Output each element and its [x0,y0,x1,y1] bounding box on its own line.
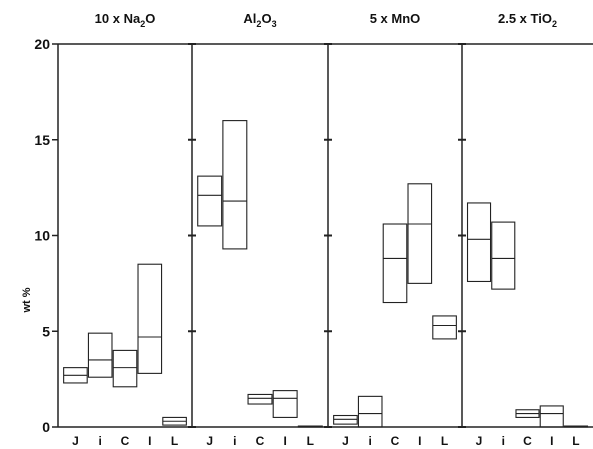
plot-area: 0 5 10 15 20 10 x Na2O J i C I L Al2O3 J i C I L 5 x MnO J… [34,11,593,448]
category-label: I [148,434,151,448]
y-tick-label: 15 [34,132,50,148]
panel-title: 5 x MnO [370,11,421,26]
category-label: L [441,434,448,448]
category-label: i [502,434,505,448]
category-label: i [233,434,236,448]
box-i [222,120,248,250]
panel-title: Al2O3 [243,11,276,29]
category-label: I [283,434,286,448]
box-I [272,390,298,418]
category-label: L [307,434,314,448]
category-label: C [391,434,400,448]
box-J [197,175,223,227]
box-I [137,263,163,374]
category-label: J [342,434,349,448]
box-C [382,223,408,304]
y-tick-label: 5 [42,323,50,339]
box-i [491,221,516,290]
box-I [539,405,564,428]
category-label: J [476,434,483,448]
category-label: C [523,434,532,448]
box-C [247,393,273,405]
box-C [112,349,138,388]
box-i [357,395,383,428]
category-label: L [572,434,579,448]
box-i [87,332,113,378]
y-tick-label: 10 [34,228,50,244]
category-label: I [418,434,421,448]
box-I [407,183,433,284]
category-label: i [99,434,102,448]
panel-title: 2.5 x TiO2 [498,11,557,29]
category-label: L [171,434,178,448]
box-L [432,315,457,340]
category-label: C [256,434,265,448]
category-label: J [72,434,79,448]
category-label: i [369,434,372,448]
category-label: J [206,434,213,448]
y-tick-label: 20 [34,36,50,52]
category-label: I [550,434,553,448]
category-label: C [121,434,130,448]
panel-title: 10 x Na2O [95,11,156,29]
y-axis-label: wt % [21,287,33,313]
box-J [466,202,492,283]
y-tick-label: 0 [42,419,50,435]
